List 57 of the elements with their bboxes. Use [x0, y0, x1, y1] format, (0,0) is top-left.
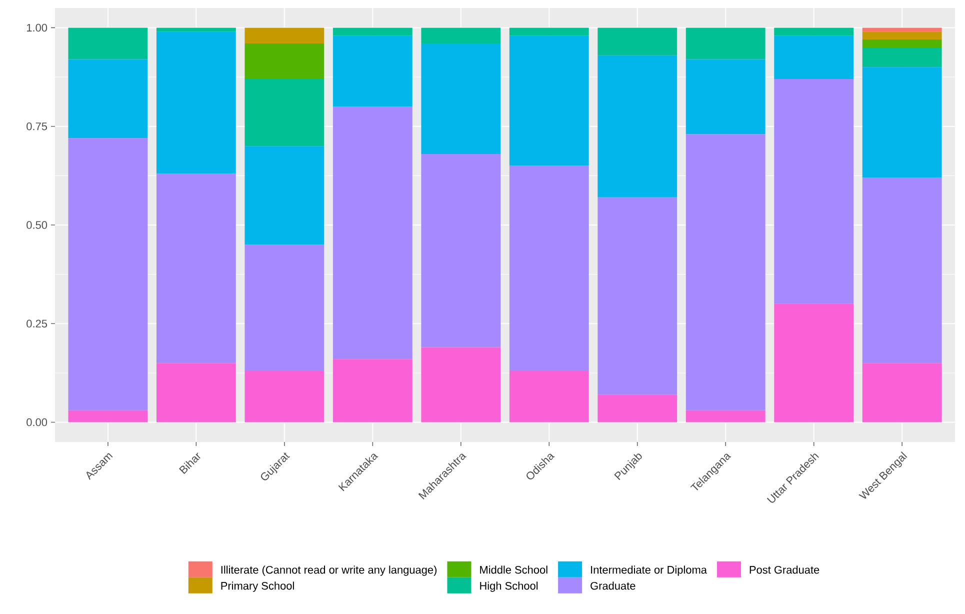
y-tick-label: 0.50 [26, 221, 48, 229]
bar [244, 146, 324, 245]
bar [598, 197, 678, 395]
bar [774, 36, 854, 80]
bar [332, 359, 412, 422]
bar [686, 28, 766, 60]
bar [244, 28, 324, 44]
bar [862, 178, 942, 364]
bar [598, 28, 678, 56]
bar [862, 47, 942, 68]
bar [598, 55, 678, 198]
bar [686, 410, 766, 422]
bar [509, 166, 589, 371]
bar [244, 79, 324, 146]
bar [774, 79, 854, 304]
legend-label: Primary School [221, 582, 294, 592]
bar [686, 59, 766, 134]
bar [421, 154, 501, 348]
legend-label: Middle School [480, 566, 548, 574]
bar [244, 370, 324, 422]
bar [68, 138, 148, 410]
bar [862, 40, 942, 48]
bar [862, 32, 942, 40]
bar [862, 363, 942, 422]
bar [244, 244, 324, 371]
bar [862, 28, 942, 32]
bar [598, 394, 678, 422]
legend-label: Post Graduate [750, 566, 820, 574]
legend-label: Intermediate or Diploma [591, 566, 707, 576]
bar [862, 67, 942, 178]
y-tick-label: 0.25 [26, 320, 48, 328]
bar [509, 36, 589, 166]
bar [244, 43, 324, 80]
bar [68, 410, 148, 422]
y-tick-label: 0.00 [26, 418, 48, 426]
bar [156, 174, 236, 364]
bar [686, 134, 766, 410]
bar [774, 304, 854, 422]
bar [421, 43, 501, 154]
legend-label: High School [480, 582, 538, 592]
bar [509, 370, 589, 422]
bar [774, 28, 854, 36]
bar [68, 59, 148, 138]
bar [156, 32, 236, 174]
bar [68, 28, 148, 60]
y-tick-label: 0.75 [26, 122, 48, 130]
bar [156, 28, 236, 32]
bar [156, 363, 236, 422]
legend-label: Graduate [590, 582, 636, 590]
bar [421, 28, 501, 44]
bar [332, 28, 412, 36]
bar [421, 347, 501, 422]
bar [509, 28, 589, 36]
legend-label: Illiterate (Cannot read or write any language) [221, 566, 437, 576]
bar [332, 36, 412, 107]
bar [332, 106, 412, 360]
y-tick-label: 1.00 [26, 24, 48, 32]
